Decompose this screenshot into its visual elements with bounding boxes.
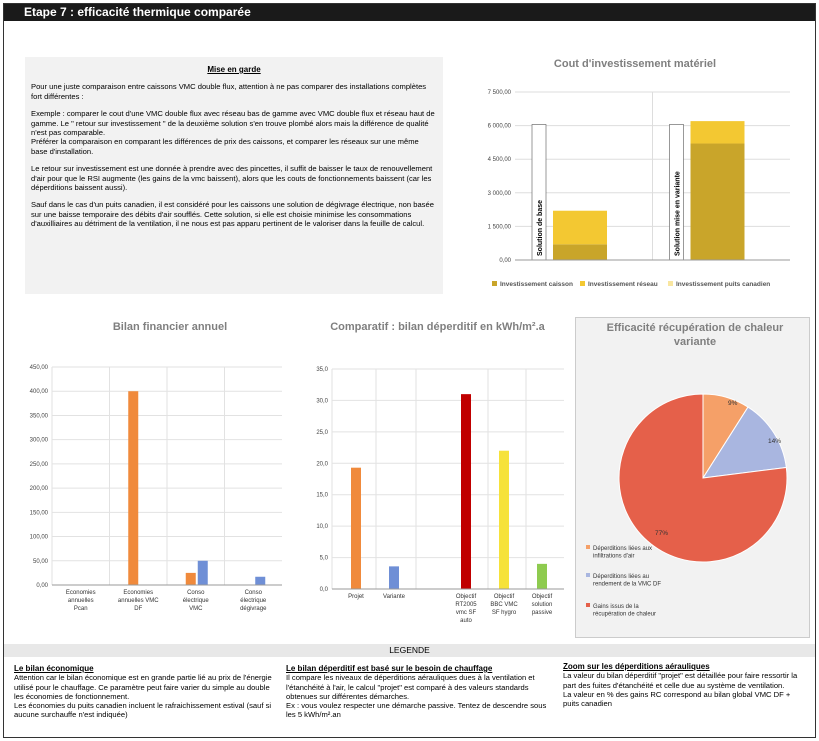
legend-label: Investissement réseau — [588, 281, 658, 288]
legend-label: Gains issus de la récupération de chaleur — [593, 604, 656, 618]
y-tick-label: 0,00 — [499, 258, 511, 264]
page-frame — [3, 3, 816, 738]
y-tick-label: 150,00 — [30, 510, 49, 516]
x-tick-label: Economies annuelles Pcan — [66, 590, 96, 612]
pie-slice — [618, 393, 788, 563]
note-title: Mise en garde — [207, 65, 261, 74]
y-tick-label: 1 500,00 — [488, 224, 512, 230]
chart-title-investment: Cout d'investissement matériel — [553, 58, 717, 70]
y-tick-label: 5,0 — [320, 556, 329, 562]
warning-note: Mise en garde Pour une juste comparaison… — [25, 57, 443, 294]
legend-block-title: Le bilan déperditif est basé sur le beso… — [286, 664, 493, 673]
y-tick-label: 400,00 — [30, 389, 49, 395]
y-tick-label: 350,00 — [30, 413, 49, 419]
pie-data-label: 9% — [728, 400, 738, 407]
legend-block: Zoom sur les déperditions aérauliques La… — [563, 662, 803, 708]
y-tick-label: 300,00 — [30, 438, 49, 444]
y-tick-label: 50,00 — [33, 559, 49, 565]
legend-block-title: Le bilan économique — [14, 664, 94, 673]
bar — [389, 566, 399, 589]
y-tick-label: 3 000,00 — [488, 191, 512, 197]
bar — [351, 467, 361, 589]
y-tick-label: 15,0 — [316, 493, 328, 499]
investment-chart: 7 500,00 6 000,00 4 500,00 3 000,00 1 500,00… — [488, 90, 790, 288]
bar — [185, 572, 196, 585]
page-title: Etape 7 : efficacité thermique comparée — [4, 4, 815, 21]
legend-swatch — [586, 603, 590, 607]
bar — [537, 563, 547, 589]
bar-segment — [690, 121, 745, 144]
legend-block-text: Attention car le bilan économique est en… — [14, 673, 272, 720]
y-tick-label: 0,00 — [36, 583, 48, 589]
legend-swatch — [580, 281, 585, 286]
legend-label: Déperditions liées au rendement de la VMC… — [593, 574, 661, 588]
legend-block: Le bilan économique Attention car le bil… — [14, 664, 279, 720]
chart-title-financial: Bilan financier annuel — [112, 321, 228, 333]
x-tick-label: Objectif BBC VMC SF hygro — [490, 594, 518, 616]
bar — [197, 560, 208, 585]
bar — [128, 391, 139, 585]
note-paragraph: Exemple : comparer le cout d'une VMC dou… — [31, 109, 435, 156]
pie-data-label: 14% — [768, 438, 781, 445]
x-tick-label: Projet — [348, 594, 364, 600]
y-tick-label: 10,0 — [316, 524, 328, 530]
chart-title-deperditif: Comparatif : bilan déperditif en kWh/m².… — [330, 321, 545, 333]
y-tick-label: 7 500,00 — [488, 90, 512, 96]
chart-title-pie: Efficacité récupération de chaleur varia… — [606, 322, 784, 348]
y-tick-label: 6 000,00 — [488, 124, 512, 130]
legend-block: Le bilan déperditif est basé sur le beso… — [286, 664, 551, 720]
x-tick-label: Economies annuelles VMC DF — [118, 590, 159, 612]
x-tick-label: Objectif solution passive — [532, 594, 553, 616]
note-paragraph: Sauf dans le cas d'un puits canadien, il… — [31, 200, 434, 229]
bar-segment — [690, 143, 745, 260]
legend-swatch — [586, 545, 590, 549]
bar — [499, 450, 509, 589]
y-tick-label: 200,00 — [30, 486, 49, 492]
note-paragraph: Le retour sur investissement est une don… — [31, 164, 433, 193]
bar — [255, 576, 266, 585]
y-tick-label: 35,0 — [316, 367, 328, 373]
y-tick-label: 0,0 — [320, 587, 329, 593]
category-label: Solution mise en variante — [675, 171, 682, 256]
pie-data-label: 77% — [655, 530, 668, 537]
y-tick-label: 30,0 — [316, 398, 328, 404]
x-tick-label: Conso électrique VMC — [183, 590, 210, 612]
legend-block-text: La valeur du bilan déperditif "projet" e… — [563, 671, 798, 709]
x-tick-label: Variante — [383, 594, 406, 600]
y-tick-label: 100,00 — [30, 535, 49, 541]
x-tick-label: Objectif RT2005 vmc SF auto — [455, 594, 477, 624]
y-tick-label: 25,0 — [316, 430, 328, 436]
legend-swatch — [492, 281, 497, 286]
legend-label: Déperditions liées aux infiltrations d'ai… — [593, 546, 652, 560]
pie-chart: 9% 14% 77% Déperditions liées aux infiltrati… — [586, 393, 788, 618]
y-tick-label: 4 500,00 — [488, 157, 512, 163]
deperditif-chart: 35,0 30,0 25,0 20,0 15,0 10,0 5,0 0,0 Projet Vari… — [316, 367, 564, 624]
legend-block-title: Zoom sur les déperditions aérauliques — [563, 662, 710, 671]
x-tick-label: Conso électrique dégivrage — [240, 590, 267, 612]
legend-swatch — [668, 281, 673, 286]
legend-label: Investissement puits canadien — [676, 281, 770, 288]
legend-header: LEGENDE — [4, 644, 815, 657]
legend-label: Investissement caisson — [500, 281, 573, 288]
financial-chart: 450,00 400,00 350,00 300,00 250,00 200,00 150,… — [30, 365, 282, 612]
y-tick-label: 250,00 — [30, 462, 49, 468]
legend-block-text: Il compare les niveaux de déperditions a… — [286, 673, 547, 720]
y-tick-label: 450,00 — [30, 365, 49, 371]
legend-swatch — [586, 573, 590, 577]
bar-segment — [553, 244, 607, 260]
note-paragraph: Pour une juste comparaison entre caisson… — [31, 82, 427, 101]
bar-segment — [553, 210, 607, 245]
y-tick-label: 20,0 — [316, 461, 328, 467]
pie-slice — [702, 406, 787, 479]
bar — [461, 394, 471, 589]
category-label: Solution de base — [537, 200, 544, 256]
